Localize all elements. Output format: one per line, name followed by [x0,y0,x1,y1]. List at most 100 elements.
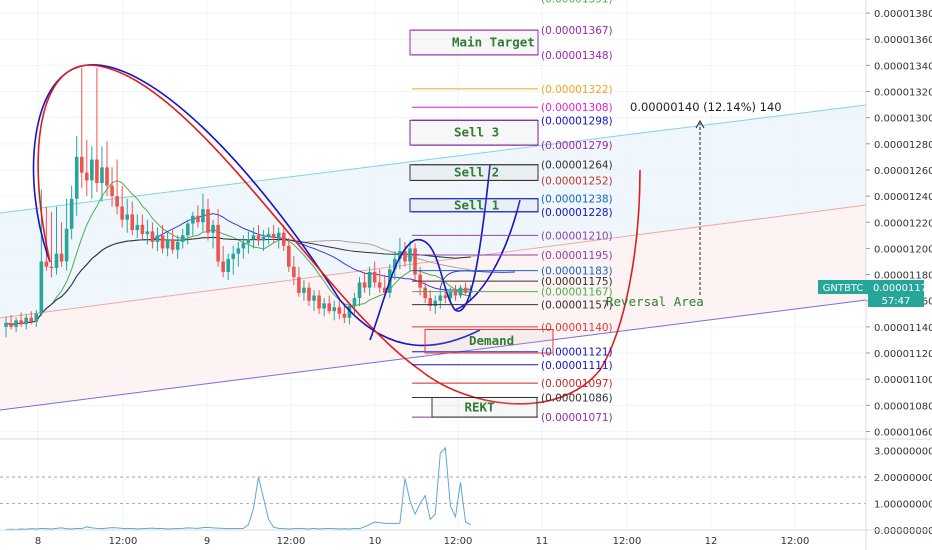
candle-body [443,295,448,299]
price-level-label: (0.00001279) [541,140,613,152]
volume-line [5,446,471,530]
candle-body [64,228,69,262]
price-level-label: (0.00001183) [541,266,613,278]
candle-body [145,231,150,235]
price-tick-label: 0.00001100 [874,375,932,386]
candle-body [201,209,205,223]
candle-body [367,271,372,288]
candle-body [4,322,8,327]
candle-body [206,209,210,233]
candle-body [453,291,458,296]
price-tick-label: 0.00001180 [874,271,932,282]
channel-mid-line [0,204,867,319]
candle-body [287,245,291,267]
zone-box [409,29,539,56]
candle-body [191,215,195,224]
price-level-label: (0.00001111) [541,360,613,372]
time-tick-label: 10 [369,536,382,547]
candle-body [196,215,200,223]
candle-body [302,287,306,293]
candle-body [39,261,44,314]
candle-body [332,307,337,312]
candle-body [448,291,453,299]
price-level-label: (0.00001140) [541,322,613,334]
price-level-label: (0.00001238) [541,194,613,206]
candle-body [90,159,94,181]
price-tick-label: 0.00001320 [874,88,932,99]
candle-body [428,298,432,306]
measure-arrow-head [695,119,705,129]
candle-body [347,305,352,318]
candle-body [186,223,190,236]
time-tick-label: 12:00 [781,536,810,547]
candle-body [266,234,271,237]
candle-body [271,234,276,238]
candle-body [382,287,387,293]
candle-body [125,214,129,220]
blue-arc-curve [32,64,481,347]
time-tick-label: 12 [705,536,718,547]
candle-body [59,253,64,262]
volume-tick-label: 1.00000000 [874,500,932,511]
candle-body [175,241,180,250]
countdown-label: 57:47 [882,296,911,307]
zone-label: Sell 3 [454,125,499,140]
symbol-label: GNTBTC [823,283,864,294]
candle-body [150,231,155,242]
candle-body [216,224,220,262]
zone-box [409,119,539,146]
candle-body [100,167,104,184]
price-level-label: (0.00001367) [541,25,613,37]
candle-body [327,303,331,312]
candle-body [438,295,443,301]
candle-body [281,232,286,246]
candle-body [398,251,402,259]
background-layer [0,105,866,410]
channel-top-line [0,104,867,214]
candle-body [24,317,28,325]
candle-body [256,235,261,241]
price-level-label: (0.00001322) [541,84,613,96]
candle-body [372,271,377,283]
red-arc-curve [37,64,641,405]
candle-body [357,282,362,299]
candle-body [246,239,251,244]
volume-tick-label: 0.00000000 [874,526,932,537]
candle-body [236,248,241,254]
candle-body [9,322,13,327]
moving-average-line [5,236,471,326]
zone-label: Demand [469,333,514,348]
lower-channel-fill [0,205,866,410]
price-level-label: (0.00001175) [541,276,613,288]
price-level-label: (0.00001308) [541,102,613,114]
price-level-label: (0.00001071) [541,412,613,424]
candle-body [140,224,145,235]
candle-body [292,266,296,278]
price-level-label: (0.00001264) [541,160,613,172]
candle-body [155,235,160,242]
drawings [32,64,705,405]
zone-box [409,164,539,181]
candle-body [231,253,236,259]
price-level-label: (0.00001086) [541,392,613,404]
price-tick-label: 0.00001280 [874,140,932,151]
price-tick-label: 0.00001200 [874,244,932,255]
zone-box [424,328,554,354]
candle-body [160,235,165,249]
candle-body [408,248,412,262]
time-tick-label: 12:00 [444,536,473,547]
candle-body [352,298,357,306]
candle-body [377,282,382,288]
price-tick-label: 0.00001260 [874,166,932,177]
price-level-label: (0.00001252) [541,175,613,187]
candle-body [362,282,367,288]
candle-body [322,303,326,309]
candle-body [307,287,311,301]
price-level-label: (0.00001228) [541,207,613,219]
price-tick-label: 0.00001360 [874,35,932,46]
candle-body [297,277,301,293]
price-tick-label: 0.00001140 [874,323,932,334]
candle-body [69,198,74,229]
candle-body [34,313,39,322]
